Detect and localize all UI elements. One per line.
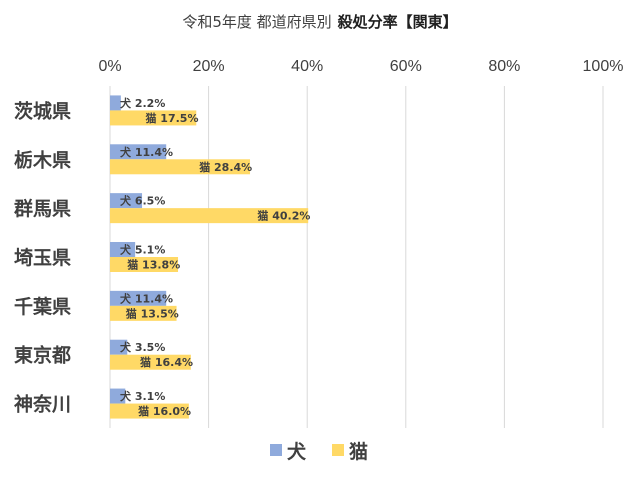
bar-dog <box>110 193 143 209</box>
category-label: 埼玉県 <box>14 246 71 269</box>
bar-dog <box>110 242 136 257</box>
data-label: 猫 13.8% <box>127 258 180 272</box>
x-tick-label: 80% <box>488 58 520 75</box>
data-label: 犬 11.4% <box>120 291 173 305</box>
bar-dog <box>110 144 167 160</box>
data-label: 猫 40.2% <box>257 209 310 223</box>
chart-title: 令和5年度 都道府県別 殺処分率【関東】 <box>182 13 457 31</box>
bar-cat <box>110 403 189 419</box>
x-tick-label: 20% <box>193 58 225 75</box>
bar-cat <box>110 354 191 370</box>
data-label: 犬 6.5% <box>120 194 165 208</box>
bar-dog <box>110 95 121 111</box>
category-label: 群馬県 <box>13 197 71 220</box>
x-tick-label: 0% <box>98 58 121 75</box>
legend: 犬猫 <box>270 440 368 463</box>
bar-dog <box>110 388 126 404</box>
data-label: 猫 16.0% <box>138 404 191 418</box>
data-label: 猫 13.5% <box>126 306 179 320</box>
x-tick-label: 100% <box>583 58 624 75</box>
category-label: 千葉県 <box>14 296 71 318</box>
bar-cat <box>110 208 309 224</box>
legend-label: 犬 <box>287 440 307 463</box>
gridlines <box>109 86 604 428</box>
bar-cat <box>110 305 177 321</box>
data-label: 犬 2.2% <box>120 96 165 110</box>
data-label: 猫 16.4% <box>140 355 193 369</box>
data-label: 猫 28.4% <box>199 160 252 174</box>
x-axis-ticks: 0% 20% 40% 60% 80% 100% <box>98 58 623 75</box>
bar-cat <box>110 159 251 175</box>
data-label: 犬 3.5% <box>120 340 165 354</box>
category-label: 東京都 <box>14 344 71 367</box>
x-tick-label: 60% <box>390 58 422 75</box>
bar-cat <box>110 257 179 272</box>
chart-title-suffix: 殺処分率【関東】 <box>337 13 458 31</box>
x-tick-label: 40% <box>291 58 323 75</box>
bar-dog <box>110 339 128 355</box>
bars <box>110 95 309 419</box>
chart-title-prefix: 令和5年度 都道府県別 <box>182 13 331 31</box>
legend-swatch <box>270 444 282 456</box>
category-label: 神奈川 <box>14 393 71 416</box>
data-labels: 犬 2.2% 犬 11.4% 犬 6.5% 犬 5.1% 犬 11.4% 犬 3.5% 犬 … <box>120 96 310 418</box>
data-label: 犬 11.4% <box>120 145 173 159</box>
category-label: 栃木県 <box>14 148 71 171</box>
legend-label: 猫 <box>349 440 368 463</box>
legend-swatch <box>332 444 344 456</box>
data-label: 猫 17.5% <box>145 111 198 125</box>
category-label: 茨城県 <box>14 99 71 122</box>
bar-dog <box>110 290 167 306</box>
bar-cat <box>110 110 197 126</box>
data-label: 犬 3.1% <box>120 389 165 403</box>
data-label: 犬 5.1% <box>120 243 165 257</box>
